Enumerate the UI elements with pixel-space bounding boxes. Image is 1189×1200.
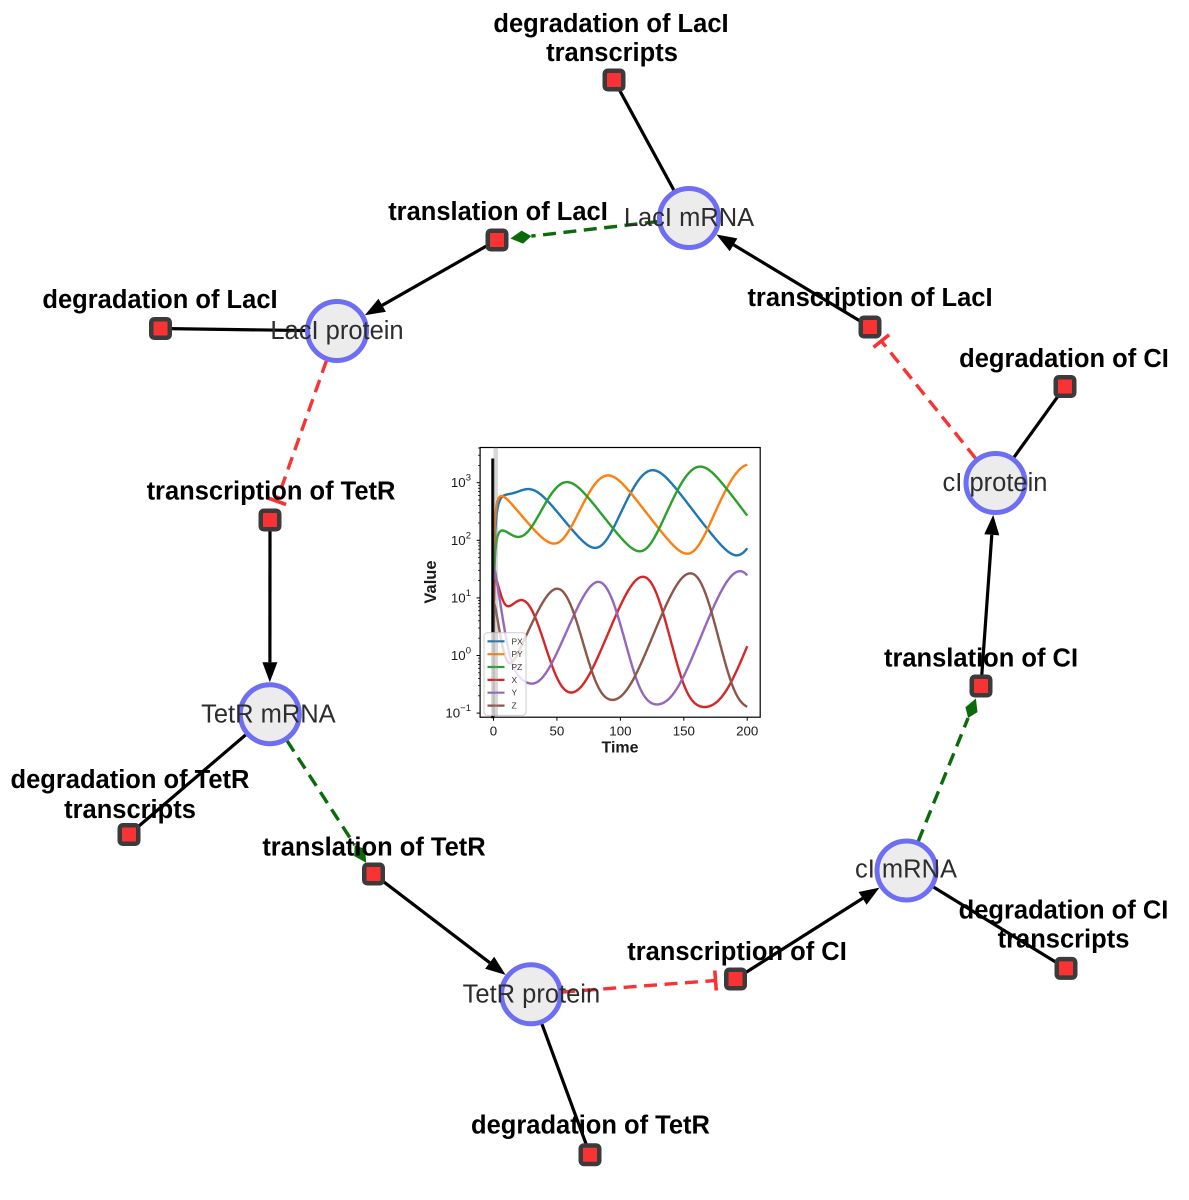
svg-text:degradation of CI: degradation of CI	[959, 897, 1169, 925]
svg-text:degradation of LacI: degradation of LacI	[42, 286, 277, 314]
svg-text:101: 101	[451, 587, 471, 605]
svg-text:translation of CI: translation of CI	[884, 645, 1078, 673]
svg-text:50: 50	[550, 724, 565, 739]
svg-text:degradation of CI: degradation of CI	[959, 345, 1169, 373]
svg-text:Time: Time	[601, 740, 638, 757]
svg-text:PX: PX	[512, 636, 524, 646]
svg-text:TetR protein: TetR protein	[463, 981, 601, 1009]
svg-text:LacI protein: LacI protein	[270, 317, 403, 345]
svg-text:102: 102	[451, 530, 471, 548]
svg-text:200: 200	[736, 724, 758, 739]
svg-text:Value: Value	[422, 560, 440, 603]
svg-text:transcripts: transcripts	[998, 926, 1130, 954]
svg-text:Y: Y	[512, 688, 518, 698]
svg-text:cI mRNA: cI mRNA	[855, 856, 957, 884]
svg-text:degradation of LacI: degradation of LacI	[493, 10, 728, 38]
svg-text:translation of LacI: translation of LacI	[388, 198, 608, 226]
svg-text:103: 103	[451, 472, 471, 490]
svg-text:Z: Z	[512, 701, 517, 711]
svg-text:transcription of CI: transcription of CI	[627, 938, 847, 966]
svg-text:0: 0	[490, 724, 497, 739]
svg-text:transcription of TetR: transcription of TetR	[147, 478, 396, 506]
svg-text:10−1: 10−1	[445, 703, 471, 721]
svg-text:X: X	[512, 675, 518, 685]
svg-text:100: 100	[609, 724, 631, 739]
svg-text:150: 150	[673, 724, 695, 739]
svg-text:cI protein: cI protein	[943, 469, 1048, 497]
svg-text:translation of TetR: translation of TetR	[262, 834, 485, 862]
svg-text:PZ: PZ	[512, 662, 523, 672]
svg-text:transcripts: transcripts	[64, 796, 196, 824]
svg-text:transcripts: transcripts	[546, 39, 678, 67]
svg-text:degradation of TetR: degradation of TetR	[471, 1112, 710, 1140]
svg-text:transcription of LacI: transcription of LacI	[747, 284, 992, 312]
svg-text:100: 100	[451, 645, 471, 663]
svg-text:PY: PY	[512, 649, 524, 659]
svg-text:degradation of TetR: degradation of TetR	[11, 766, 250, 794]
svg-text:TetR mRNA: TetR mRNA	[201, 701, 336, 729]
svg-text:LacI mRNA: LacI mRNA	[624, 204, 754, 232]
